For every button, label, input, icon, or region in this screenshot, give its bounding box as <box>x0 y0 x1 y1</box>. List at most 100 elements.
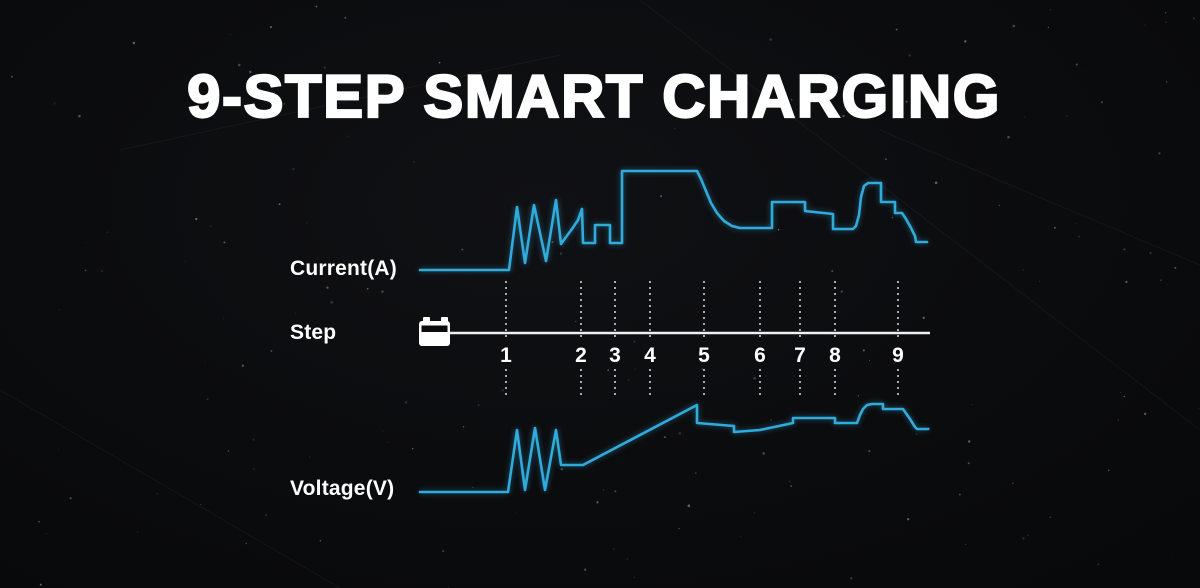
star-dot <box>828 82 829 84</box>
star-dot <box>206 398 209 401</box>
star-dot <box>404 401 408 404</box>
star-dot <box>1049 516 1052 518</box>
star-dot <box>222 318 224 319</box>
voltage-axis-label: Voltage(V) <box>290 477 395 500</box>
star-dot <box>619 191 621 193</box>
star-dot <box>1123 395 1126 398</box>
star-dot <box>1117 419 1120 421</box>
star-dot <box>309 456 311 458</box>
scratch-line <box>119 54 561 151</box>
page-title: 9-STEP SMART CHARGING <box>186 63 1001 130</box>
star-dot <box>295 312 297 314</box>
star-dot <box>908 54 911 57</box>
star-dot <box>583 568 587 571</box>
star-dot <box>1022 269 1025 272</box>
star-dot <box>965 544 967 545</box>
star-dot <box>831 270 834 273</box>
star-dot <box>10 75 13 78</box>
star-dot <box>253 467 256 471</box>
star-dot <box>306 222 308 224</box>
star-dot <box>241 364 244 367</box>
star-dot <box>38 520 40 523</box>
star-dot <box>278 203 281 206</box>
star-dot <box>156 492 159 495</box>
star-dot <box>326 286 329 289</box>
scratch-line <box>879 129 1200 266</box>
step-tick-label: 2 <box>575 344 587 367</box>
star-dot <box>1107 469 1110 472</box>
star-dot <box>1120 391 1122 393</box>
star-dot <box>195 217 198 221</box>
star-dot <box>922 316 925 320</box>
star-field <box>10 5 1200 588</box>
star-dot <box>868 359 871 362</box>
star-dot <box>448 586 450 588</box>
star-dot <box>740 535 742 537</box>
star-dot <box>319 540 322 542</box>
star-dot <box>842 114 845 118</box>
star-dot <box>790 98 793 101</box>
star-dot <box>1125 280 1128 284</box>
star-dot <box>1143 412 1147 416</box>
star-dot <box>959 493 961 496</box>
star-dot <box>885 158 887 161</box>
star-dot <box>660 195 663 198</box>
current-axis-label: Current(A) <box>290 257 397 280</box>
star-dot <box>678 527 680 530</box>
star-dot <box>58 309 60 311</box>
star-dot <box>1166 81 1168 83</box>
star-dot <box>585 98 588 100</box>
star-dot <box>1047 26 1050 29</box>
star-dot <box>78 114 81 118</box>
star-dot <box>663 436 666 439</box>
star-dot <box>238 63 241 67</box>
battery-icon-part <box>419 321 450 346</box>
star-dot <box>1049 9 1052 11</box>
star-dot <box>45 533 47 535</box>
star-dot <box>575 320 577 323</box>
star-dot <box>694 472 697 474</box>
star-dot <box>596 501 599 504</box>
star-dot <box>323 66 326 69</box>
star-dot <box>891 216 894 219</box>
star-dot <box>1123 248 1126 251</box>
star-dot <box>1075 223 1077 225</box>
star-dot <box>633 576 636 579</box>
star-dot <box>292 167 295 171</box>
star-dot <box>209 225 212 228</box>
star-dot <box>1100 101 1103 104</box>
star-dot <box>227 450 230 452</box>
star-dot <box>753 377 756 380</box>
star-dot <box>472 486 474 489</box>
star-dot <box>648 148 650 150</box>
star-dot <box>840 290 843 293</box>
step-tick-label: 8 <box>829 344 841 367</box>
star-dot <box>1065 114 1068 118</box>
star-dot <box>315 5 318 8</box>
star-dot <box>1012 24 1016 28</box>
star-dot <box>373 59 375 61</box>
star-dot <box>1165 21 1167 23</box>
star-dot <box>223 241 226 244</box>
star-dot <box>634 440 636 442</box>
star-dot <box>461 248 464 251</box>
star-dot <box>788 480 791 483</box>
star-dot <box>934 181 938 185</box>
star-dot <box>1022 537 1025 540</box>
star-dot <box>824 93 826 95</box>
star-dot <box>907 518 910 521</box>
star-dot <box>1078 235 1081 238</box>
star-dot <box>1164 11 1167 14</box>
star-dot <box>85 241 87 243</box>
star-dot <box>1097 563 1100 566</box>
star-dot <box>252 438 255 441</box>
star-dot <box>69 497 72 500</box>
star-dot <box>967 440 971 443</box>
star-dot <box>769 38 773 41</box>
step-tick-label: 4 <box>644 344 656 367</box>
star-dot <box>411 447 414 450</box>
star-dot <box>857 395 859 397</box>
star-dot <box>137 531 139 533</box>
star-dot <box>382 430 384 432</box>
star-dot <box>633 340 636 343</box>
